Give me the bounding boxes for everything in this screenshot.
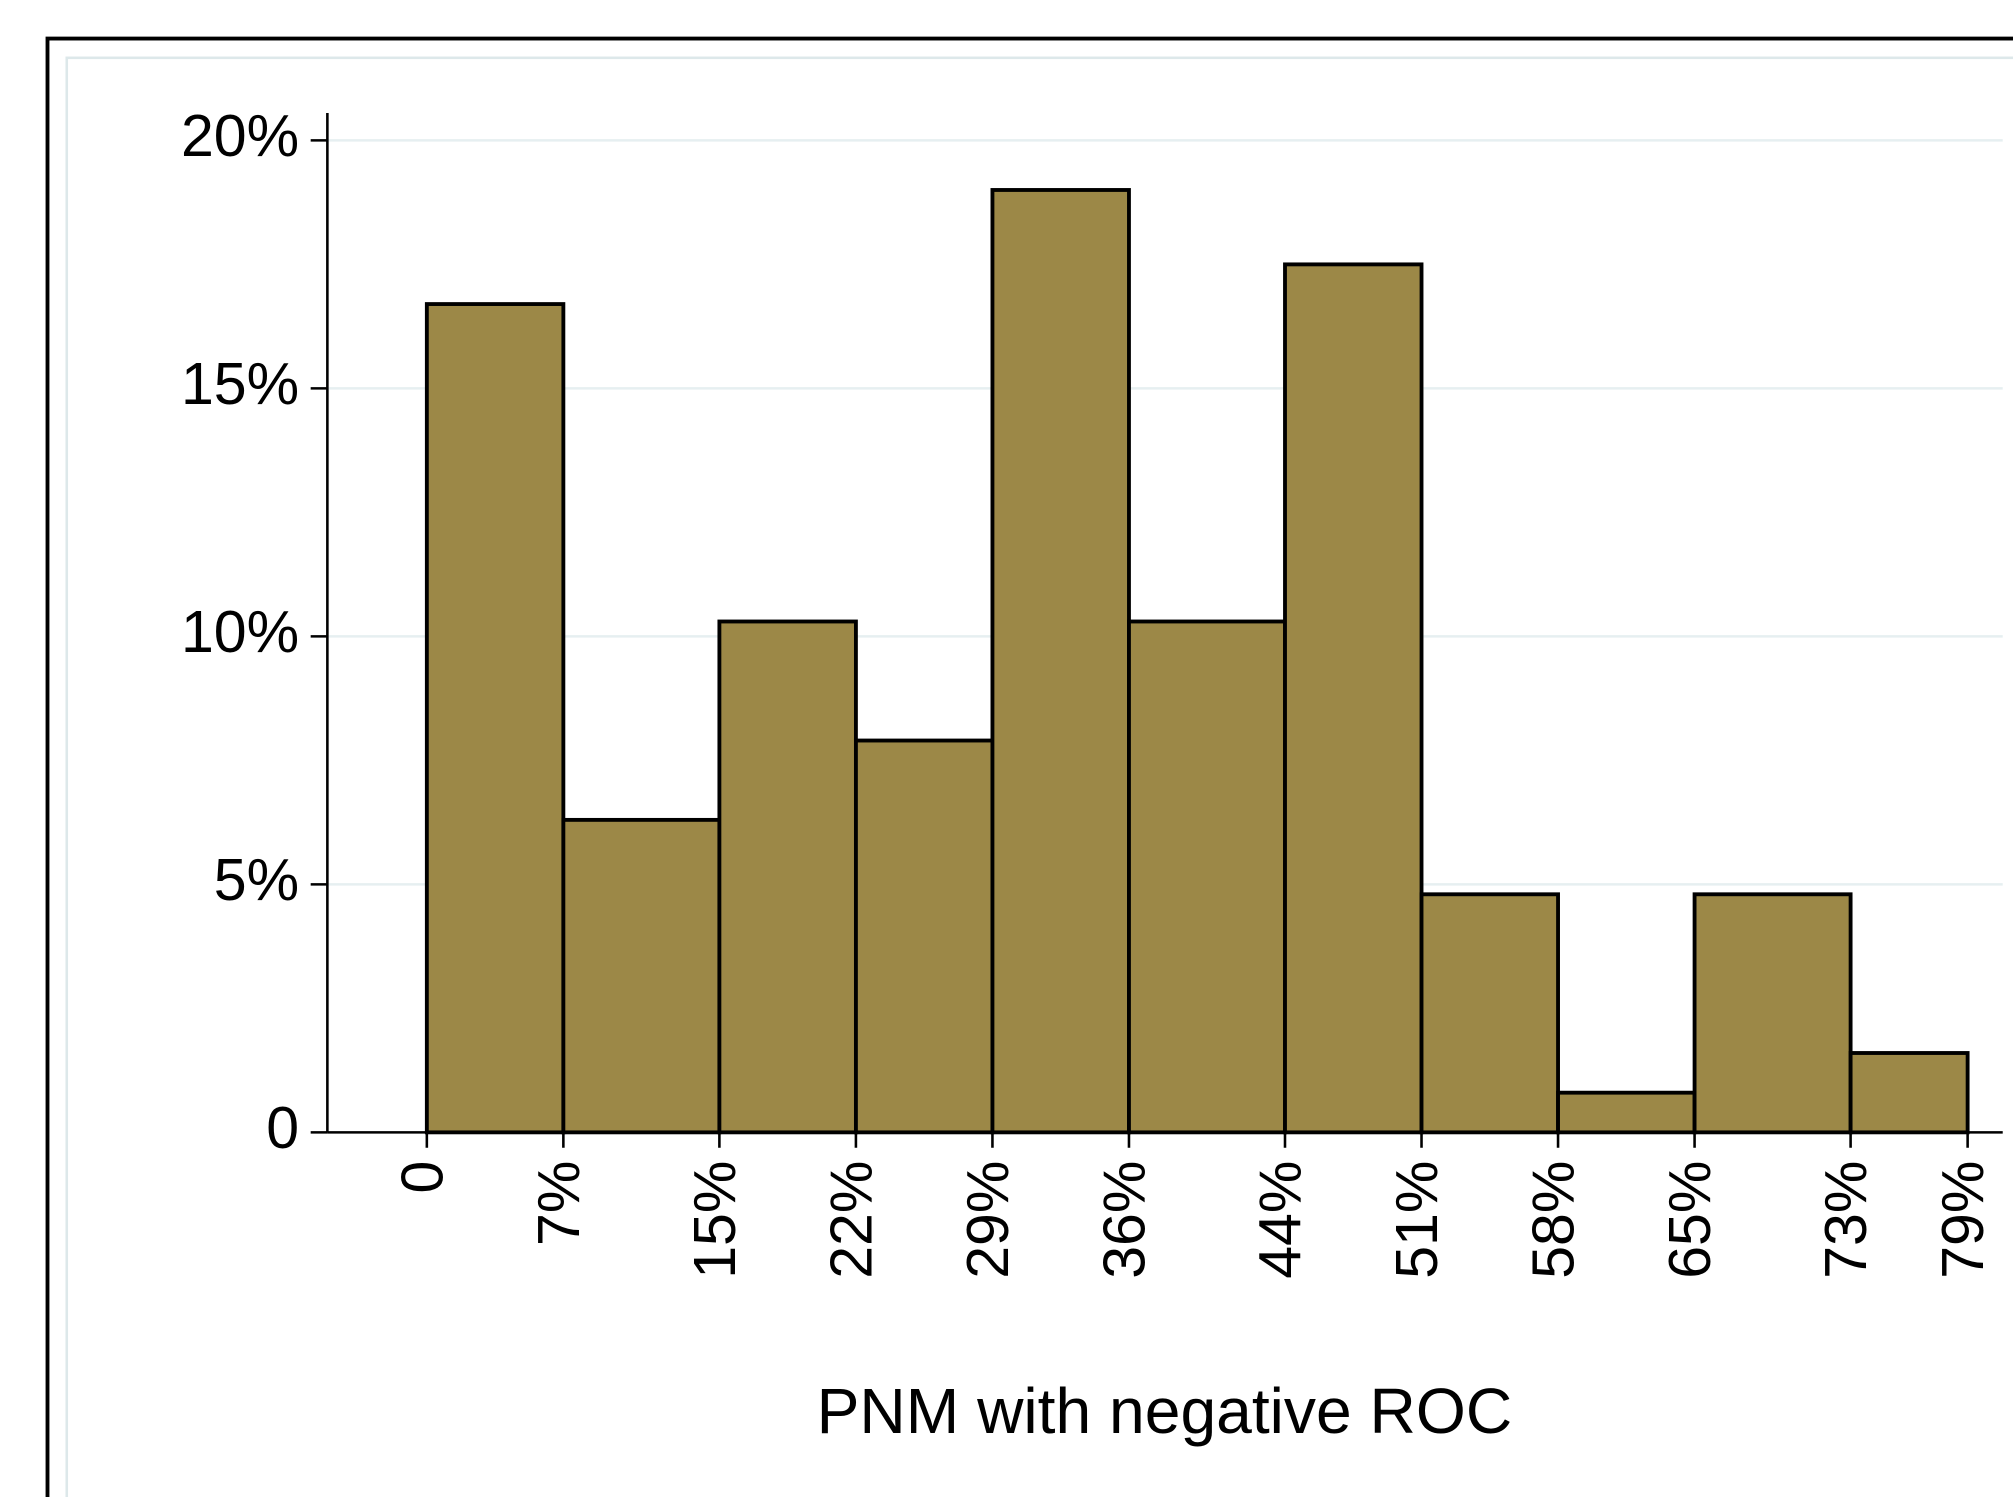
y-tick-label: 10% [181,599,299,665]
bar [853,738,995,1135]
y-tick-label: 0 [266,1095,299,1161]
x-tick-label: 79% [1930,1161,1996,1279]
x-tick-label: 0 [389,1161,455,1194]
bar [1127,619,1287,1135]
x-tick-label: 51% [1384,1161,1450,1279]
x-tick-label: 73% [1813,1161,1879,1279]
bar [990,188,1131,1135]
x-tick-label: 36% [1092,1161,1158,1279]
bar [1283,262,1424,1135]
bar [1556,1090,1697,1135]
bar [561,817,722,1135]
bar [1419,892,1560,1135]
x-tick-label: 58% [1521,1161,1587,1279]
x-tick-label: 22% [819,1161,885,1279]
bar [1692,892,1853,1135]
x-tick-label: 15% [682,1161,748,1279]
inner-frame [65,56,2013,1497]
x-tick-label: 29% [955,1161,1021,1279]
x-tick-label: 7% [526,1161,592,1246]
x-axis-title: PNM with negative ROC [817,1375,1513,1447]
bar [1848,1051,1970,1135]
outer-frame [45,36,2013,1497]
bar [424,302,566,1135]
x-tick-label: 44% [1248,1161,1314,1279]
y-tick-label: 5% [214,847,299,913]
y-tick-label: 20% [181,103,299,169]
x-tick-label: 65% [1657,1161,1723,1279]
y-tick-label: 15% [181,351,299,417]
bar [717,619,858,1135]
